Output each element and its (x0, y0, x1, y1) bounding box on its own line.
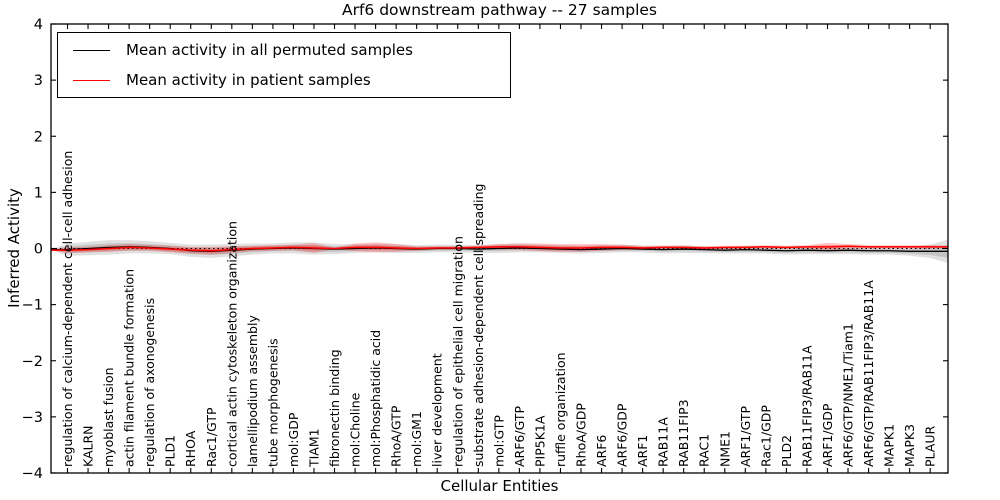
x-category-label: Rac1/GDP (758, 405, 773, 467)
x-category-label: mol:GM1 (409, 411, 424, 467)
x-category-label: MAPK3 (902, 424, 917, 467)
x-category-label: regulation of calcium-dependent cell-cel… (60, 151, 75, 467)
x-category-label: fibronectin binding (327, 349, 342, 467)
x-category-label: cortical actin cytoskeleton organization (224, 221, 239, 467)
x-axis-label: Cellular Entities (440, 477, 559, 495)
x-category-label: regulation of epithelial cell migration (450, 236, 465, 467)
mean-line-patient (51, 245, 948, 252)
x-category-label: NME1 (717, 431, 732, 467)
x-category-label: RAB11A (656, 417, 671, 467)
x-category-label: RAB11FIP3 (676, 399, 691, 467)
legend-line-patient-icon (73, 79, 110, 81)
x-category-label: mol:GDP (286, 412, 301, 467)
x-category-label: PLAUR (923, 426, 938, 467)
x-category-label: RHOA (183, 430, 198, 467)
x-category-label: ARF6/GTP (512, 406, 527, 467)
x-category-label: liver development (430, 353, 445, 467)
y-tick-label: −3 (22, 410, 43, 426)
x-category-label: ruffle organization (553, 352, 568, 467)
x-category-label: Rac1/GTP (204, 407, 219, 467)
legend-item-permuted: Mean activity in all permuted samples (58, 37, 510, 63)
y-tick-label: −1 (22, 298, 43, 314)
x-category-label: PLD2 (779, 435, 794, 467)
y-tick-label: 4 (34, 17, 43, 33)
legend-item-label: Mean activity in patient samples (126, 71, 371, 89)
x-category-label: RhoA/GDP (574, 403, 589, 467)
x-category-label: myoblast fusion (101, 367, 116, 467)
x-category-label: actin filament bundle formation (122, 269, 137, 467)
x-category-label: ARF6/GTP/RAB11FIP3/RAB11A (861, 280, 876, 467)
x-category-label: mol:Phosphatidic acid (368, 330, 383, 467)
x-category-label: RAC1 (697, 434, 712, 467)
x-category-label: mol:GTP (491, 415, 506, 467)
x-category-label: RhoA/GTP (389, 405, 404, 467)
x-category-label: MAPK1 (882, 424, 897, 467)
x-category-label: mol:Choline (348, 392, 363, 467)
legend-box: Mean activity in all permuted samples Me… (57, 32, 511, 98)
legend-item-patient: Mean activity in patient samples (58, 67, 510, 93)
x-category-label: ARF6/GTP/NME1/Tiam1 (841, 323, 856, 467)
x-category-label: lamellipodium assembly (245, 315, 260, 467)
y-tick-label: 2 (34, 129, 43, 145)
y-tick-label: 1 (34, 185, 43, 201)
x-category-label: ARF6/GDP (615, 403, 630, 467)
y-tick-label: −2 (22, 354, 43, 370)
x-category-label: PLD1 (163, 435, 178, 467)
legend-item-label: Mean activity in all permuted samples (126, 41, 413, 59)
y-tick-label: 0 (34, 242, 43, 258)
x-category-label: RAB11FIP3/RAB11A (799, 345, 814, 467)
x-category-label: tube morphogenesis (265, 338, 280, 467)
x-category-label: substrate adhesion-dependent cell spread… (471, 184, 486, 467)
x-category-label: KALRN (81, 425, 96, 467)
x-category-label: PIP5K1A (532, 415, 547, 467)
y-tick-label: 3 (34, 73, 43, 89)
x-category-label: ARF6 (594, 435, 609, 467)
x-category-label: ARF1/GDP (820, 403, 835, 467)
std-band-permuted (51, 239, 948, 264)
chart-title: Arf6 downstream pathway -- 27 samples (342, 1, 657, 19)
x-category-label: TIAM1 (306, 428, 321, 468)
legend-line-permuted-icon (73, 49, 110, 51)
x-category-label: regulation of axonogenesis (142, 298, 157, 467)
x-category-label: ARF1 (635, 435, 650, 467)
x-category-label: ARF1/GTP (738, 406, 753, 467)
y-tick-label: −4 (22, 466, 43, 482)
std-band-permuted-inner (51, 243, 948, 258)
